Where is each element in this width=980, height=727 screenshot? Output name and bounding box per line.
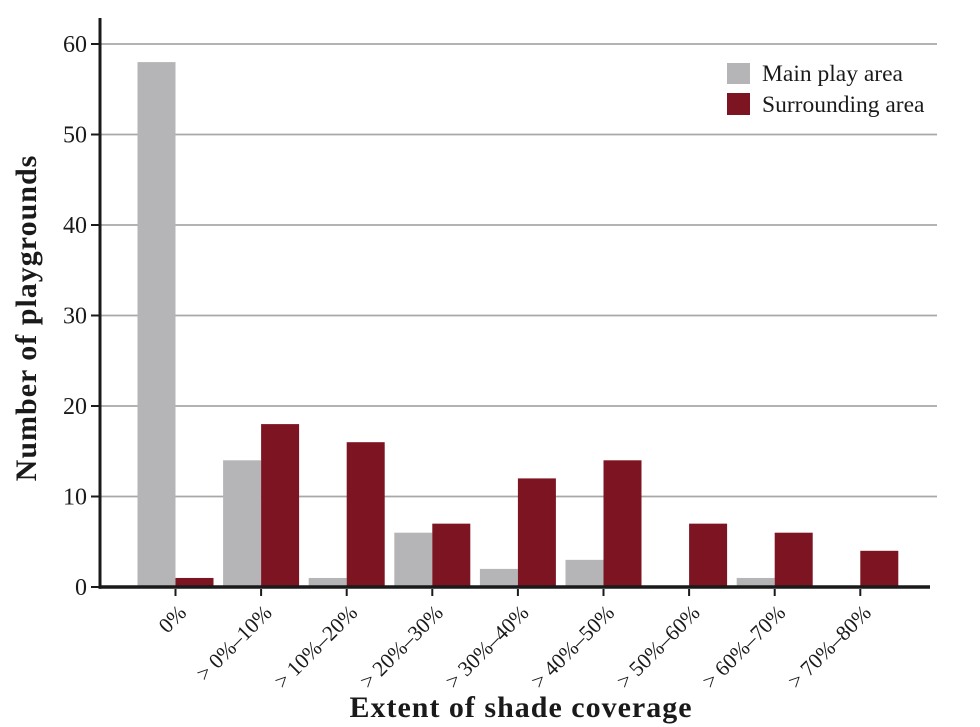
bar-surrounding-area-8	[860, 550, 899, 587]
y-tick-label-40: 40	[63, 213, 87, 239]
legend-label-main-play-area: Main play area	[762, 61, 904, 87]
x-tick-label-7: > 60%–70%	[698, 601, 791, 694]
bar-main-play-area-3	[394, 532, 433, 587]
gridlines	[100, 43, 937, 498]
x-tick-label-0: 0%	[154, 601, 191, 638]
bar-surrounding-area-5	[603, 460, 642, 587]
legend: Main play area Surrounding area	[727, 61, 925, 118]
bar-surrounding-area-0	[175, 577, 214, 587]
y-tick-labels: 0 10 20 30 40 50 60	[63, 32, 87, 601]
axes	[91, 18, 930, 596]
bar-main-play-area-2	[308, 577, 347, 587]
y-tick-label-20: 20	[63, 394, 87, 420]
bar-surrounding-area-4	[517, 478, 556, 587]
x-tick-label-5: > 40%–50%	[526, 601, 619, 694]
x-tick-label-3: > 20%–30%	[355, 601, 448, 694]
legend-swatch-surrounding-area	[727, 93, 750, 115]
legend-swatch-main-play-area	[727, 63, 750, 84]
y-tick-label-60: 60	[63, 32, 87, 58]
x-tick-labels: 0% > 0%–10%> 10%–20%> 20%–30%> 30%–40%> 4…	[154, 601, 876, 694]
bar-main-play-area-5	[565, 559, 604, 587]
bar-surrounding-area-3	[432, 523, 471, 587]
x-axis-title: Extent of shade coverage	[349, 691, 692, 724]
x-tick-label-4: > 30%–40%	[441, 601, 534, 694]
x-tick-label-6: > 50%–60%	[612, 601, 705, 694]
x-tick-label-8: > 70%–80%	[783, 601, 876, 694]
y-axis-title: Number of playgrounds	[10, 155, 43, 482]
bar-main-play-area-0	[137, 62, 176, 588]
bar-surrounding-area-7	[774, 532, 813, 587]
y-tick-label-50: 50	[63, 123, 87, 149]
bar-main-play-area-7	[736, 577, 775, 587]
y-tick-label-10: 10	[63, 485, 87, 511]
bars	[137, 62, 899, 588]
bar-surrounding-area-2	[346, 442, 385, 587]
y-tick-label-0: 0	[75, 575, 87, 601]
bar-main-play-area-1	[223, 460, 262, 587]
bar-surrounding-area-1	[261, 424, 300, 587]
x-tick-label-2: > 10%–20%	[270, 601, 363, 694]
bar-surrounding-area-6	[689, 523, 728, 587]
legend-label-surrounding-area: Surrounding area	[762, 92, 925, 118]
bar-main-play-area-4	[479, 568, 518, 587]
x-tick-label-1: > 0%–10%	[192, 601, 277, 686]
y-tick-label-30: 30	[63, 304, 87, 330]
